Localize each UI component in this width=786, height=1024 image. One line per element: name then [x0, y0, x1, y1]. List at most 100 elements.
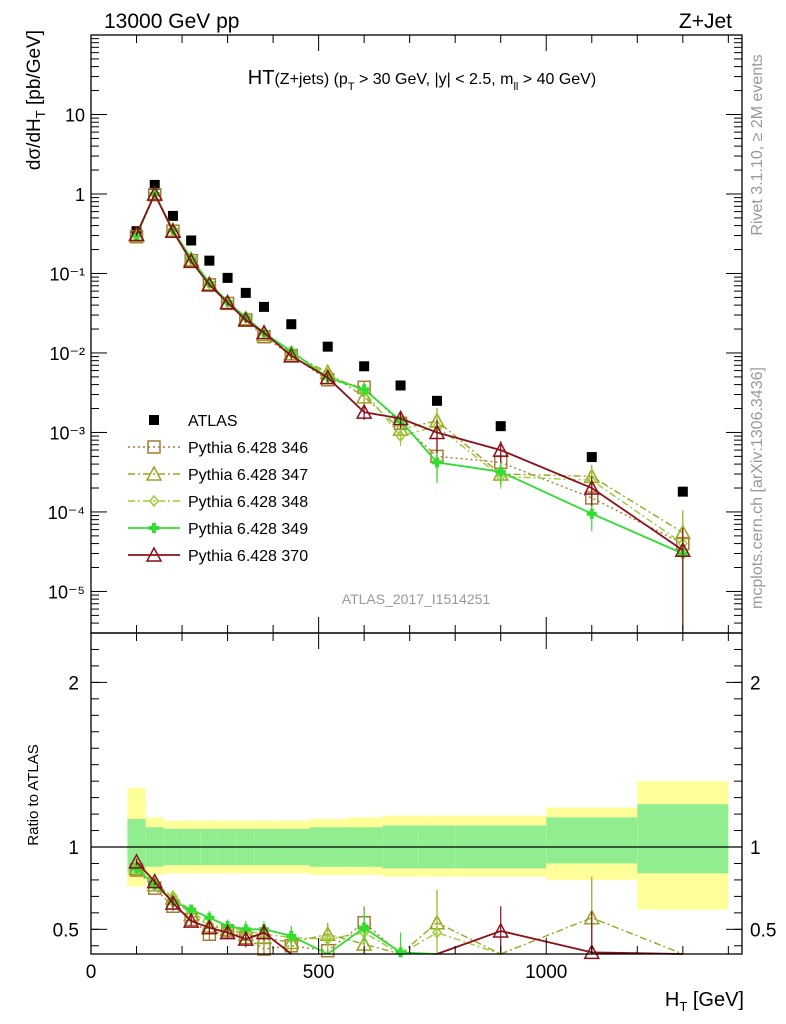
legend: ATLAS Pythia 6.428 346 Pythia 6.428 347 Pyt…	[128, 413, 308, 565]
legend-entry: Pythia 6.428 347	[128, 465, 308, 484]
y-tick-label: 10⁻⁵	[48, 582, 85, 602]
inner-band	[546, 817, 638, 864]
header-right: Z+Jet	[679, 10, 732, 33]
legend-marker	[149, 523, 159, 533]
xlabel-b: [GeV]	[687, 989, 744, 1011]
main-plot-marks	[128, 179, 692, 633]
ratio-panel: 0.5 0.5 1 1 2 2 0 500 1000 Ratio to ATLAS HT [Ge…	[25, 632, 776, 1014]
ratio-plot-marks	[128, 853, 684, 960]
ratio-point	[395, 947, 406, 958]
legend-label: Pythia 6.428 346	[188, 440, 308, 457]
data-point	[164, 222, 182, 238]
ratio-point	[255, 924, 273, 940]
main-title: HT(Z+jets) (pT > 30 GeV, |y| < 2.5, mll …	[248, 67, 596, 93]
data-point	[495, 466, 506, 477]
ratio-point	[240, 924, 251, 935]
ratio-plot-frame	[90, 632, 743, 955]
x-axis-label: HT [GeV]	[665, 989, 744, 1014]
xlabel-sub: T	[679, 999, 687, 1014]
ratio-y-tick-label-left: 2	[68, 673, 79, 694]
data-point	[395, 380, 406, 391]
y-tick-label: 10⁻³	[49, 423, 85, 443]
ylabel-a: dσ/dH	[24, 118, 45, 170]
series-line	[135, 192, 684, 545]
xlabel-a: H	[665, 989, 679, 1011]
legend-entry: Pythia 6.428 348	[128, 494, 308, 511]
ratio-point	[492, 922, 509, 938]
data-point	[255, 324, 273, 340]
ratio-point	[201, 919, 218, 935]
ratio-series-pythia-6-428-349	[131, 863, 438, 958]
data-point	[355, 403, 373, 419]
data-point	[167, 210, 178, 221]
data-point	[319, 369, 336, 385]
data-point	[219, 294, 236, 310]
ratio-point	[146, 872, 163, 889]
mcplots-label: mcplots.cern.ch [arXiv:1306.3436]	[749, 367, 766, 609]
legend-marker	[149, 494, 159, 508]
legend-marker	[149, 415, 159, 425]
y-tick-label: 10⁻⁴	[48, 503, 85, 523]
data-point	[222, 272, 233, 283]
ratio-line	[136, 866, 401, 955]
x-tick-label: 0	[86, 962, 97, 983]
ratio-line	[136, 869, 402, 955]
title-sub3: > 40 GeV)	[518, 71, 596, 88]
ratio-y-tick-label-right: 1	[750, 838, 761, 859]
ratio-axes: 0.5 0.5 1 1 2 2 0 500 1000	[53, 633, 776, 983]
header-left: 13000 GeV pp	[104, 10, 239, 33]
ratio-line	[327, 926, 438, 955]
series-line	[135, 193, 684, 545]
y-tick-label: 10⁻²	[49, 344, 85, 364]
legend-label: Pythia 6.428 347	[188, 467, 308, 484]
ratio-line	[500, 917, 684, 955]
ratio-y-tick-label-left: 0.5	[53, 920, 79, 941]
rivet-label: Rivet 3.1.10, ≥ 2M events	[749, 54, 766, 235]
data-point	[286, 346, 297, 357]
series-pythia-6-428-349	[131, 188, 688, 633]
legend-label: Pythia 6.428 348	[188, 494, 308, 511]
x-tick-label: 1000	[525, 962, 567, 983]
data-point	[428, 423, 446, 440]
legend-entry: ATLAS	[149, 413, 238, 430]
data-point	[359, 384, 370, 395]
legend-entry: Pythia 6.428 346	[128, 440, 308, 457]
ratio-point	[322, 932, 333, 946]
y-tick-label: 10	[65, 105, 85, 125]
ratio-y-tick-label-right: 0.5	[750, 920, 776, 941]
ratio-point	[186, 904, 197, 915]
data-point	[586, 508, 597, 519]
data-point	[359, 361, 370, 372]
data-point	[674, 541, 692, 557]
ratio-point	[237, 930, 255, 946]
title-sub-ll: ll	[513, 81, 518, 93]
data-point	[283, 347, 300, 363]
ylabel-sub: T	[33, 110, 48, 118]
y-tick-label: 1	[75, 185, 85, 205]
ratio-line	[136, 867, 401, 955]
legend-label: Pythia 6.428 349	[188, 521, 308, 538]
data-point	[237, 311, 255, 327]
ratio-point	[286, 930, 297, 941]
main-axes: 10 1 10⁻¹ 10⁻² 10⁻³ 10⁻⁴ 10⁻⁵	[48, 35, 742, 634]
data-point	[586, 452, 597, 463]
analysis-label: ATLAS_2017_I1514251	[342, 591, 491, 607]
ratio-point	[182, 912, 200, 928]
series-atlas	[131, 179, 688, 497]
data-point	[677, 486, 688, 497]
ratio-point	[583, 943, 601, 960]
data-point	[492, 441, 509, 457]
data-point	[322, 341, 333, 352]
legend-label: Pythia 6.428 370	[188, 548, 308, 565]
ratio-point	[128, 853, 145, 869]
legend-marker	[145, 546, 163, 562]
x-tick-label: 500	[303, 962, 335, 983]
main-panel: ATLAS Pythia 6.428 346 Pythia 6.428 347 Pyt…	[24, 30, 743, 634]
ratio-point	[204, 912, 215, 923]
title-sub1: (Z+jets) (p	[274, 71, 347, 88]
title-main: HT	[248, 67, 275, 89]
data-point	[258, 301, 269, 312]
title-sub2: > 30 GeV, |y| < 2.5, m	[355, 71, 514, 88]
series-line	[135, 191, 684, 551]
data-point	[431, 457, 442, 468]
